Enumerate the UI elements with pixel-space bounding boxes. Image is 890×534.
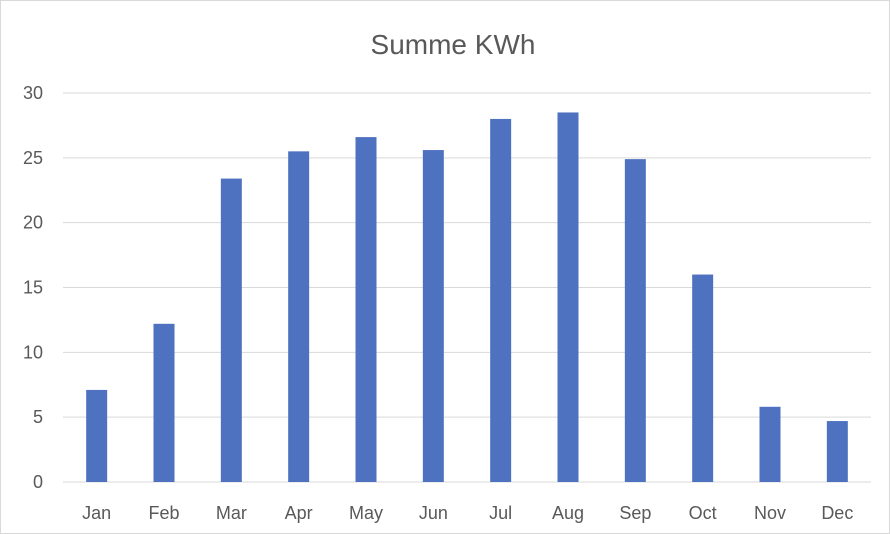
bar-dec	[826, 421, 848, 482]
x-tick-label: Oct	[689, 503, 717, 523]
x-tick-label: Nov	[754, 503, 786, 523]
bar-sep	[624, 159, 646, 482]
y-tick-label: 15	[23, 278, 43, 298]
y-axis-tick-labels: 0 5 10 15 20 25 30	[23, 83, 43, 492]
bar-jul	[490, 118, 512, 482]
bar-apr	[288, 151, 310, 482]
x-tick-label: Jun	[419, 503, 448, 523]
x-axis-tick-labels: Jan Feb Mar Apr May Jun Jul Aug Sep Oct Nov Dec	[82, 503, 853, 523]
bar-nov	[759, 406, 781, 482]
bar-jan	[86, 389, 108, 482]
bars	[86, 112, 848, 482]
x-tick-label: Aug	[552, 503, 584, 523]
x-tick-label: May	[349, 503, 383, 523]
bar-oct	[692, 274, 714, 482]
y-tick-label: 10	[23, 342, 43, 362]
y-tick-label: 30	[23, 83, 43, 103]
bar-may	[355, 137, 377, 482]
y-tick-label: 20	[23, 213, 43, 233]
y-tick-label: 25	[23, 148, 43, 168]
chart-title: Summe KWh	[371, 29, 536, 60]
bar-mar	[220, 178, 242, 482]
y-tick-label: 0	[33, 472, 43, 492]
x-tick-label: Mar	[216, 503, 247, 523]
x-tick-label: Apr	[285, 503, 313, 523]
x-tick-label: Jan	[82, 503, 111, 523]
bar-feb	[153, 323, 175, 482]
y-tick-label: 5	[33, 407, 43, 427]
x-tick-label: Jul	[489, 503, 512, 523]
bar-jun	[422, 150, 444, 482]
bar-aug	[557, 112, 579, 482]
gridlines	[63, 92, 871, 483]
x-tick-label: Feb	[148, 503, 179, 523]
x-tick-label: Sep	[619, 503, 651, 523]
x-tick-label: Dec	[821, 503, 853, 523]
